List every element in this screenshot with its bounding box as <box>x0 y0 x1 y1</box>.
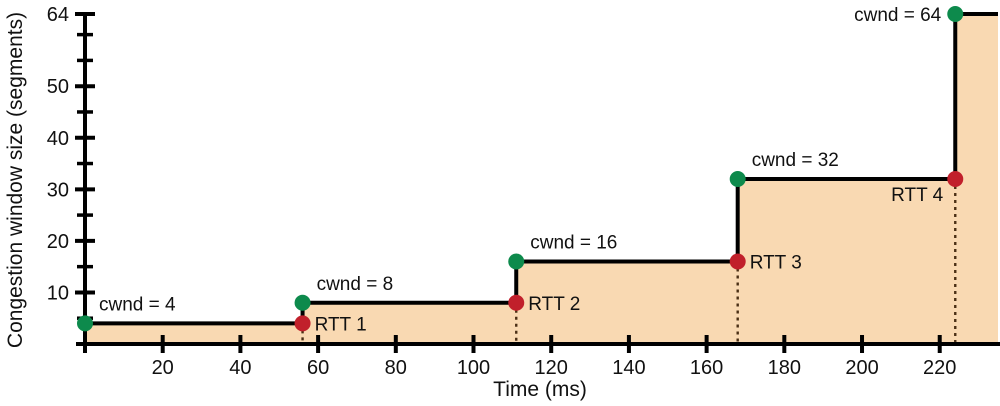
cwnd-label: cwnd = 8 <box>317 274 394 295</box>
y-axis-title: Congestion window size (segments) <box>4 12 27 348</box>
x-tick-label: 140 <box>612 357 645 379</box>
x-axis-title: Time (ms) <box>493 378 587 401</box>
y-tick-label: 40 <box>47 128 69 150</box>
x-tick-label: 120 <box>535 357 568 379</box>
x-tick-label: 100 <box>457 357 490 379</box>
rtt-markers <box>294 171 964 332</box>
y-tick-label: 20 <box>47 231 69 253</box>
step-start-marker <box>77 315 93 332</box>
rtt-label: RTT 2 <box>528 294 580 315</box>
cwnd-annotations: cwnd = 4 cwnd = 8 cwnd = 16 cwnd = 32 cwnd =… <box>99 5 942 315</box>
x-tick-label: 80 <box>385 357 407 379</box>
x-tick-label: 60 <box>307 357 329 379</box>
y-axis-tick-labels: 10 20 30 40 50 64 <box>47 4 69 304</box>
x-tick-label: 200 <box>845 357 878 379</box>
step-start-marker <box>294 294 311 311</box>
y-tick-label: 64 <box>47 4 69 26</box>
rtt-label: RTT 3 <box>750 253 802 274</box>
cwnd-step-line <box>85 12 998 326</box>
rtt-label: RTT 1 <box>315 314 367 335</box>
x-tick-label: 160 <box>690 357 723 379</box>
rtt-label: RTT 4 <box>891 185 944 206</box>
y-axis-ticks <box>75 12 95 346</box>
cwnd-label: cwnd = 4 <box>99 294 176 315</box>
x-tick-label: 20 <box>152 357 174 379</box>
y-axis: 10 20 30 40 50 64 Congestion window size (seg… <box>4 4 95 348</box>
x-axis: 20 40 60 80 100 120 140 160 180 200 220 Time (ms) <box>79 335 1000 401</box>
step-start-marker <box>947 6 964 22</box>
rtt-marker <box>729 253 746 270</box>
rtt-marker <box>508 294 525 311</box>
x-axis-tick-labels: 20 40 60 80 100 120 140 160 180 200 220 <box>152 357 957 379</box>
cwnd-label: cwnd = 16 <box>530 233 617 254</box>
cwnd-label: cwnd = 64 <box>854 5 942 26</box>
y-tick-label: 30 <box>47 179 69 201</box>
x-tick-label: 40 <box>229 357 251 379</box>
y-tick-label: 50 <box>47 76 69 98</box>
rtt-annotations: RTT 1 RTT 2 RTT 3 RTT 4 <box>315 185 944 335</box>
rtt-marker <box>294 315 311 332</box>
step-start-markers <box>77 6 964 332</box>
y-tick-label: 10 <box>47 282 69 304</box>
rtt-marker <box>947 171 964 187</box>
step-start-marker <box>508 253 525 270</box>
x-tick-label: 180 <box>768 357 801 379</box>
step-start-marker <box>729 171 746 187</box>
step-area-fill <box>85 14 998 344</box>
cwnd-label: cwnd = 32 <box>752 150 839 171</box>
x-tick-label: 220 <box>923 357 956 379</box>
x-axis-ticks <box>83 335 942 353</box>
